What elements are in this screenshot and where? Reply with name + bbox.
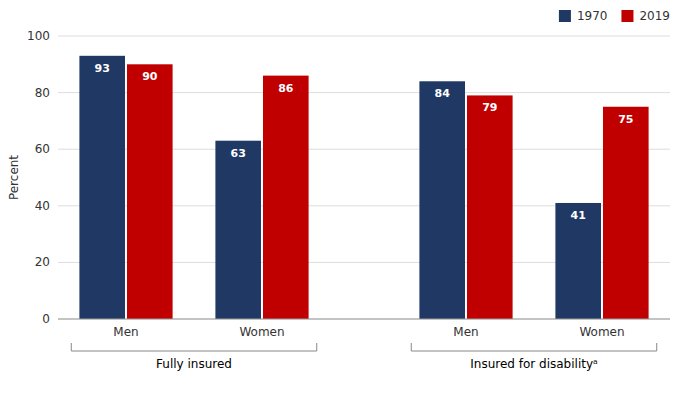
bar bbox=[127, 64, 173, 319]
bracket bbox=[411, 343, 656, 351]
data-label: 63 bbox=[231, 147, 246, 160]
x-axis-line bbox=[58, 319, 670, 320]
bracket-line bbox=[71, 343, 316, 351]
y-tick-label: 20 bbox=[35, 255, 50, 269]
data-label: 84 bbox=[435, 87, 451, 100]
x-tick-label: Men bbox=[453, 325, 478, 339]
data-label: 90 bbox=[142, 70, 158, 83]
category-label: Insured for disabilityᵃ bbox=[470, 357, 597, 371]
bar bbox=[467, 95, 513, 319]
bar bbox=[215, 141, 261, 319]
grid-line bbox=[58, 36, 670, 37]
bracket-line bbox=[411, 343, 656, 351]
y-tick-label: 80 bbox=[35, 86, 50, 100]
legend-swatch bbox=[559, 10, 571, 22]
grid-line bbox=[58, 319, 670, 320]
bar bbox=[263, 76, 309, 319]
chart: 0 20 40 60 80 100 Percent 93 63 84 41 90 86 79 75 Men Wo… bbox=[0, 0, 685, 395]
legend-label: 1970 bbox=[577, 9, 608, 23]
bracket bbox=[71, 343, 316, 351]
bars bbox=[79, 56, 648, 319]
data-labels: 93 63 84 41 90 86 79 75 bbox=[95, 62, 634, 222]
data-label: 75 bbox=[618, 113, 633, 126]
bar bbox=[419, 81, 465, 319]
data-label: 93 bbox=[95, 62, 110, 75]
y-tick-label: 60 bbox=[35, 142, 50, 156]
legend-label: 2019 bbox=[639, 9, 670, 23]
x-tick-label: Women bbox=[579, 325, 624, 339]
x-tick-label: Women bbox=[239, 325, 284, 339]
bar bbox=[555, 203, 601, 319]
data-label: 86 bbox=[278, 82, 294, 95]
legend-swatch bbox=[621, 10, 633, 22]
legend: 2019 1970 bbox=[559, 9, 670, 23]
y-tick-label: 100 bbox=[27, 29, 50, 43]
y-tick-label: 0 bbox=[42, 312, 50, 326]
y-axis-label: Percent bbox=[7, 155, 21, 200]
category-label: Fully insured bbox=[156, 357, 232, 371]
data-label: 41 bbox=[571, 209, 586, 222]
x-tick-label: Men bbox=[113, 325, 138, 339]
bar bbox=[79, 56, 125, 319]
bar bbox=[603, 107, 649, 319]
grid bbox=[58, 36, 670, 319]
data-label: 79 bbox=[482, 101, 497, 114]
y-tick-label: 40 bbox=[35, 199, 50, 213]
